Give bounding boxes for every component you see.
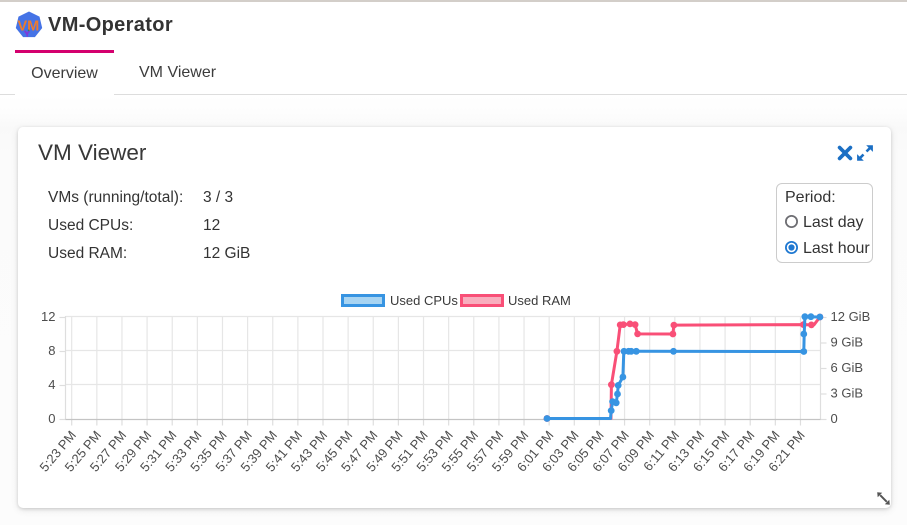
svg-text:0: 0 <box>48 411 55 426</box>
svg-text:8: 8 <box>48 343 55 358</box>
svg-text:VM: VM <box>18 19 40 35</box>
svg-text:12 GiB: 12 GiB <box>831 309 871 324</box>
svg-text:6 GiB: 6 GiB <box>831 360 864 375</box>
svg-text:4: 4 <box>48 377 55 392</box>
svg-text:9 GiB: 9 GiB <box>831 335 864 350</box>
svg-text:12: 12 <box>41 309 55 324</box>
svg-text:0: 0 <box>831 411 838 426</box>
svg-text:3 GiB: 3 GiB <box>831 386 864 401</box>
